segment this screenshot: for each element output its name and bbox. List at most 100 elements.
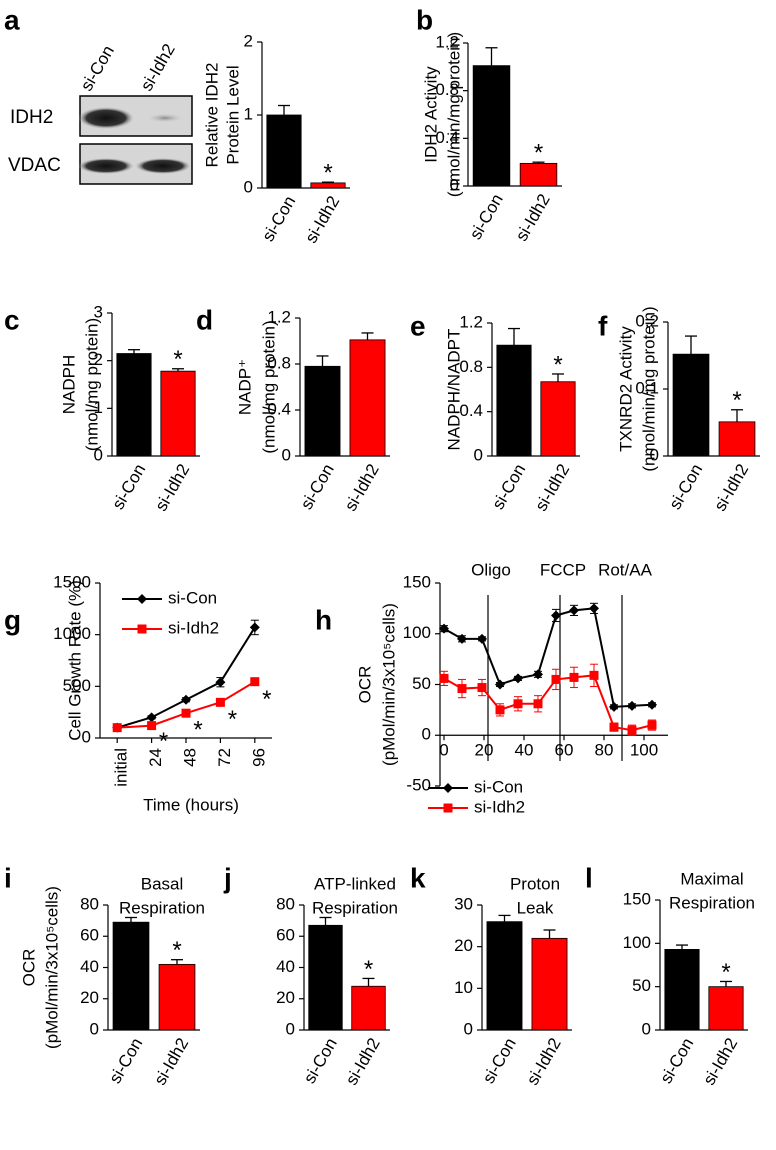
x-tick-label: si-Con bbox=[488, 461, 529, 513]
x-tick-label: 60 bbox=[555, 741, 574, 760]
significance: * bbox=[364, 956, 373, 983]
x-tick-label: si-Idh2 bbox=[342, 1035, 384, 1089]
x-tick-label: 100 bbox=[630, 741, 658, 760]
y-axis-label: NADPH bbox=[59, 355, 78, 415]
x-tick-label: si-Con bbox=[479, 1035, 520, 1087]
x-tick-label: si-Con bbox=[466, 191, 507, 243]
y-tick-label: 20 bbox=[80, 988, 99, 1007]
y-tick-label: 100 bbox=[403, 623, 431, 642]
bar bbox=[160, 370, 196, 457]
bar bbox=[496, 344, 532, 457]
x-tick-label: si-Idh2 bbox=[150, 1035, 192, 1089]
panel-label: c bbox=[4, 304, 20, 335]
x-tick-label: si-Con bbox=[108, 461, 149, 513]
y-axis-label: (nmol/min/mg protein) bbox=[444, 32, 463, 197]
y-tick-label: 150 bbox=[623, 889, 651, 908]
x-tick-label: 80 bbox=[595, 741, 614, 760]
y-tick-label: 2 bbox=[94, 350, 103, 369]
y-axis-label: (nmol/min/mg protein) bbox=[639, 306, 658, 471]
x-tick-label: si-Idh2 bbox=[341, 461, 383, 515]
y-tick-label: 60 bbox=[276, 926, 295, 945]
lane-label: si-Idh2 bbox=[137, 41, 179, 95]
y-tick-label: 0 bbox=[464, 1019, 473, 1038]
marker bbox=[250, 677, 260, 687]
x-tick-label: 96 bbox=[249, 748, 268, 767]
marker bbox=[627, 700, 637, 711]
y-tick-label: 1 bbox=[94, 398, 103, 417]
marker bbox=[513, 673, 523, 684]
significance: * bbox=[721, 959, 730, 986]
y-axis-label: (pMol/min/3x10⁵cells) bbox=[379, 603, 398, 766]
x-tick-label: si-Idh2 bbox=[699, 1035, 741, 1089]
marker bbox=[533, 699, 543, 709]
row-label: IDH2 bbox=[10, 107, 53, 128]
significance: * bbox=[193, 717, 202, 744]
y-tick-label: 10 bbox=[454, 978, 473, 997]
marker bbox=[181, 708, 191, 718]
bar bbox=[718, 421, 756, 457]
significance: * bbox=[262, 686, 271, 713]
marker bbox=[609, 722, 619, 732]
blot: si-Con si-Idh2 IDH2 VDAC bbox=[8, 41, 193, 185]
y-axis-label: OCR bbox=[19, 949, 38, 987]
y-tick-label: 30 bbox=[454, 894, 473, 913]
x-tick-label: initial bbox=[112, 748, 131, 787]
x-tick-label: si-Idh2 bbox=[301, 193, 343, 247]
legend-label: si-Con bbox=[474, 777, 523, 796]
y-tick-label: 1 bbox=[244, 104, 253, 123]
marker bbox=[443, 803, 453, 813]
y-axis-label: NADPH/NADPT bbox=[444, 329, 463, 451]
y-tick-label: 1000 bbox=[53, 624, 91, 643]
marker bbox=[647, 699, 657, 710]
x-tick-label: si-Con bbox=[297, 461, 338, 513]
chart-title: ATP-linked bbox=[314, 874, 396, 893]
bar bbox=[304, 365, 341, 457]
panel-label: h bbox=[315, 604, 332, 635]
panel-label: b bbox=[416, 4, 433, 35]
marker bbox=[589, 603, 599, 614]
marker bbox=[457, 633, 467, 644]
significance: * bbox=[732, 387, 741, 414]
y-tick-label: 60 bbox=[80, 926, 99, 945]
x-tick-label: si-Con bbox=[656, 1035, 697, 1087]
x-tick-label: 72 bbox=[215, 748, 234, 767]
marker bbox=[249, 622, 260, 633]
chart-title: Respiration bbox=[312, 898, 398, 917]
x-tick-label: si-Idh2 bbox=[710, 461, 752, 515]
y-tick-label: 0 bbox=[244, 177, 253, 196]
panel-label: g bbox=[4, 604, 21, 635]
y-tick-label: 3 bbox=[94, 302, 103, 321]
panel-label: l bbox=[585, 862, 593, 893]
marker bbox=[627, 725, 637, 735]
x-tick-label: 24 bbox=[146, 748, 165, 767]
panel-label: e bbox=[410, 310, 426, 341]
y-tick-label: 0.4 bbox=[459, 401, 483, 420]
panel-label: f bbox=[598, 310, 608, 341]
bar bbox=[472, 65, 511, 187]
y-tick-label: 0 bbox=[422, 725, 431, 744]
x-tick-label: 0 bbox=[439, 741, 448, 760]
y-axis-label: NADP⁺ bbox=[235, 359, 254, 415]
y-tick-label: 0.8 bbox=[435, 80, 459, 99]
x-tick-label: si-Idh2 bbox=[512, 191, 554, 245]
x-tick-label: si-Con bbox=[300, 1035, 341, 1087]
y-tick-label: 1.2 bbox=[267, 307, 291, 326]
significance: * bbox=[323, 160, 332, 187]
y-tick-label: 40 bbox=[276, 957, 295, 976]
significance: * bbox=[553, 351, 562, 378]
bar bbox=[519, 162, 558, 187]
marker bbox=[551, 674, 561, 684]
x-axis-label: Time (hours) bbox=[143, 795, 239, 814]
x-tick-label: si-Con bbox=[105, 1035, 146, 1087]
marker bbox=[551, 610, 561, 621]
y-axis-label: Relative IDH2 bbox=[202, 63, 221, 168]
bar bbox=[540, 381, 576, 457]
blot-band bbox=[145, 113, 185, 123]
bar bbox=[308, 924, 343, 1031]
y-tick-label: 80 bbox=[276, 894, 295, 913]
marker bbox=[477, 633, 487, 644]
event-label: Rot/AA bbox=[598, 560, 653, 579]
y-axis-label: IDH2 Activity bbox=[421, 66, 440, 163]
panel-label: k bbox=[410, 862, 426, 893]
